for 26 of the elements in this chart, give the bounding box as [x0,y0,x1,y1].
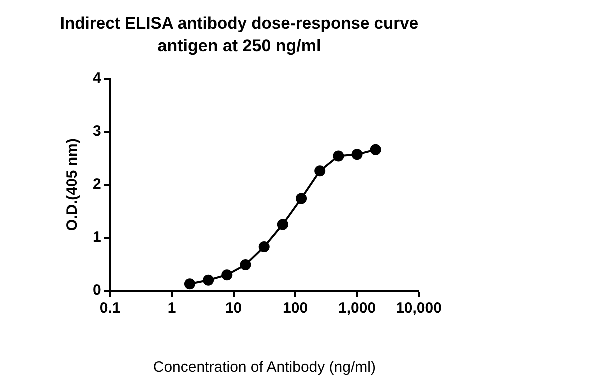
chart-title: Indirect ELISA antibody dose-response curve [60,14,419,33]
x-axis-title: Concentration of Antibody (ng/ml) [153,359,376,376]
x-tick-label: 100 [283,300,308,318]
point [370,144,382,156]
point [184,278,196,290]
point [352,149,363,160]
point [240,260,252,271]
x-tick-label: 10,000 [396,300,442,318]
x-tick-label: 0.1 [100,300,121,318]
x-tick-label: 1 [168,300,176,318]
x-tick-label: 1,000 [338,300,376,318]
y-tick-label: 2 [93,176,102,194]
point [333,150,344,162]
point [203,274,214,286]
y-axis-title: O.D.(405 nm) [64,138,82,232]
x-tick-label: 10 [225,300,242,318]
y-tick-label: 0 [93,282,102,300]
point [277,219,288,230]
point [296,193,308,204]
y-tick-label: 3 [93,122,102,140]
y-tick-label: 4 [93,70,102,87]
y-tick-label: 1 [93,229,102,246]
chart-subtitle: antigen at 250 ng/ml [158,36,322,56]
point [258,241,270,252]
point [314,166,326,177]
point [222,270,233,281]
